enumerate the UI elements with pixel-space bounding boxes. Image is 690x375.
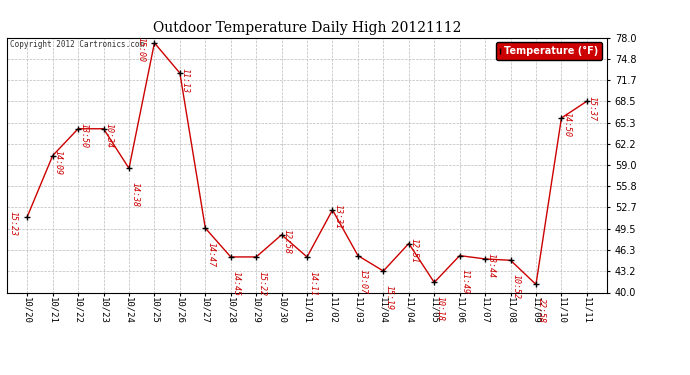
Text: 15:19: 15:19: [384, 285, 393, 310]
Text: 13:31: 13:31: [333, 204, 342, 230]
Text: Copyright 2012 Cartronics.com: Copyright 2012 Cartronics.com: [10, 40, 144, 49]
Text: 14:09: 14:09: [54, 150, 63, 175]
Text: 14:47: 14:47: [206, 242, 215, 267]
Text: 10:52: 10:52: [511, 274, 520, 299]
Text: 15:22: 15:22: [257, 271, 266, 296]
Text: 12:51: 12:51: [410, 238, 419, 263]
Text: 11:13: 11:13: [181, 68, 190, 93]
Text: 13:44: 13:44: [486, 254, 495, 278]
Text: 22:58: 22:58: [537, 298, 546, 323]
Title: Outdoor Temperature Daily High 20121112: Outdoor Temperature Daily High 20121112: [153, 21, 461, 35]
Text: 14:45: 14:45: [232, 271, 241, 296]
Text: 10:18: 10:18: [435, 296, 444, 321]
Text: 15:00: 15:00: [136, 38, 145, 62]
Text: 14:11: 14:11: [308, 271, 317, 296]
Text: 15:37: 15:37: [588, 96, 597, 121]
Legend: Temperature (°F): Temperature (°F): [496, 42, 602, 60]
Text: 12:58: 12:58: [283, 229, 292, 254]
Text: 13:07: 13:07: [359, 270, 368, 294]
Text: 14:50: 14:50: [562, 112, 571, 138]
Text: 14:38: 14:38: [130, 182, 139, 207]
Text: 13:50: 13:50: [79, 123, 88, 148]
Text: 15:23: 15:23: [9, 211, 18, 236]
Text: 10:34: 10:34: [105, 123, 114, 148]
Text: 11:49: 11:49: [461, 270, 470, 294]
